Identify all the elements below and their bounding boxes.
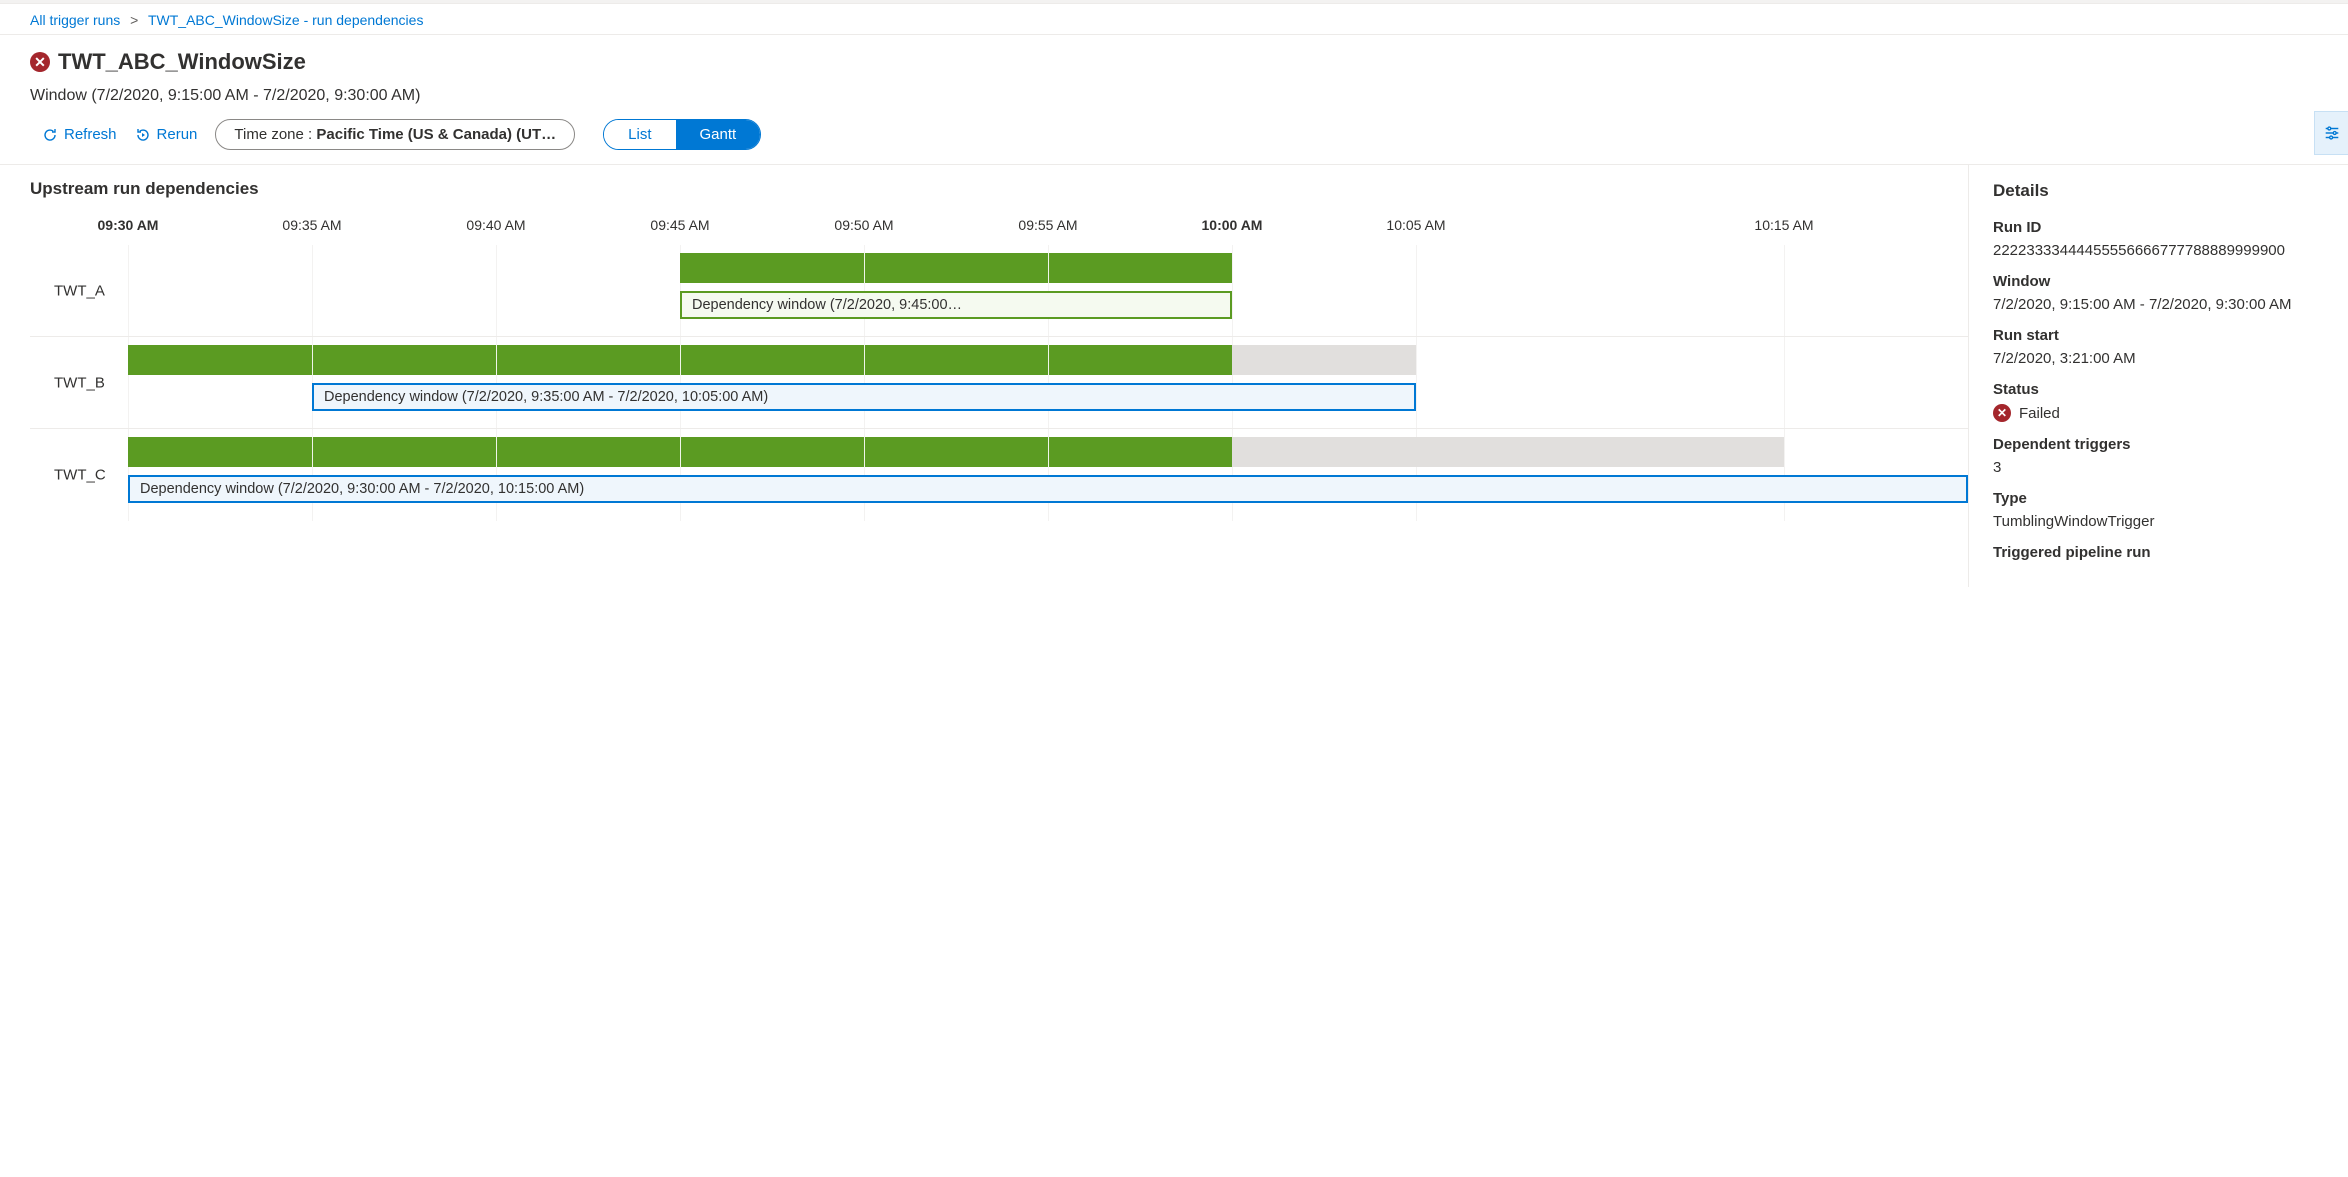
breadcrumb: All trigger runs > TWT_ABC_WindowSize - …: [0, 4, 2348, 35]
time-tick: 09:35 AM: [282, 217, 341, 233]
dependency-window[interactable]: Dependency window (7/2/2020, 9:30:00 AM …: [128, 475, 1968, 503]
details-value-status: Failed: [2019, 405, 2060, 422]
details-value-window: 7/2/2020, 9:15:00 AM - 7/2/2020, 9:30:00…: [1993, 296, 2328, 313]
details-value-runid: 22223333444455556666777788889999900: [1993, 242, 2328, 259]
details-label-triggeredpipeline: Triggered pipeline run: [1993, 544, 2328, 561]
details-panel: Details Run ID 2222333344445555666677778…: [1968, 165, 2348, 587]
dependency-window[interactable]: Dependency window (7/2/2020, 9:35:00 AM …: [312, 383, 1416, 411]
time-tick: 10:00 AM: [1202, 217, 1263, 233]
details-label-type: Type: [1993, 490, 2328, 507]
rerun-icon: [135, 127, 151, 143]
breadcrumb-root[interactable]: All trigger runs: [30, 12, 120, 28]
breadcrumb-current: TWT_ABC_WindowSize - run dependencies: [148, 12, 423, 28]
settings-panel-toggle[interactable]: [2314, 111, 2348, 155]
gantt-run-bar[interactable]: [128, 345, 1232, 375]
refresh-icon: [42, 127, 58, 143]
window-subtitle: Window (7/2/2020, 9:15:00 AM - 7/2/2020,…: [30, 87, 2318, 105]
details-heading: Details: [1993, 181, 2328, 201]
gantt-run-bar[interactable]: [680, 253, 1232, 283]
gantt-time-axis: 09:30 AM09:35 AM09:40 AM09:45 AM09:50 AM…: [128, 217, 1968, 245]
gantt-run-bar[interactable]: [128, 437, 1232, 467]
status-failed-icon: ✕: [1993, 404, 2011, 422]
time-tick: 09:45 AM: [650, 217, 709, 233]
timezone-label: Time zone :: [234, 126, 312, 143]
details-value-runstart: 7/2/2020, 3:21:00 AM: [1993, 350, 2328, 367]
time-tick: 09:30 AM: [98, 217, 159, 233]
gantt-row: TWT_A Dependency window (7/2/2020, 9:45:0…: [30, 245, 1968, 337]
page-title: TWT_ABC_WindowSize: [58, 49, 306, 75]
timezone-selector[interactable]: Time zone : Pacific Time (US & Canada) (…: [215, 119, 575, 150]
status-failed-icon: ✕: [30, 52, 50, 72]
details-label-runstart: Run start: [1993, 327, 2328, 344]
timezone-value: Pacific Time (US & Canada) (UT…: [316, 126, 556, 143]
details-value-deptriggers: 3: [1993, 459, 2328, 476]
refresh-button[interactable]: Refresh: [42, 126, 117, 143]
gantt-row: TWT_C Dependency window (7/2/2020, 9:30:0…: [30, 429, 1968, 521]
details-value-type: TumblingWindowTrigger: [1993, 513, 2328, 530]
time-tick: 10:15 AM: [1754, 217, 1813, 233]
sliders-icon: [2323, 124, 2341, 142]
gantt-row: TWT_B Dependency window (7/2/2020, 9:35:0…: [30, 337, 1968, 429]
gantt-row-label: TWT_B: [54, 374, 105, 391]
dependency-window[interactable]: Dependency window (7/2/2020, 9:45:00…: [680, 291, 1232, 319]
gantt-section-title: Upstream run dependencies: [30, 179, 1968, 199]
rerun-label: Rerun: [157, 126, 198, 143]
view-toggle-gantt[interactable]: Gantt: [676, 120, 761, 149]
details-label-runid: Run ID: [1993, 219, 2328, 236]
view-toggle: List Gantt: [603, 119, 761, 150]
time-tick: 10:05 AM: [1386, 217, 1445, 233]
gantt-body: TWT_A Dependency window (7/2/2020, 9:45:0…: [30, 245, 1968, 521]
gantt-row-label: TWT_C: [54, 467, 106, 484]
time-tick: 09:40 AM: [466, 217, 525, 233]
view-toggle-list[interactable]: List: [604, 120, 675, 149]
refresh-label: Refresh: [64, 126, 117, 143]
rerun-button[interactable]: Rerun: [135, 126, 198, 143]
breadcrumb-separator: >: [130, 12, 138, 28]
time-tick: 09:55 AM: [1018, 217, 1077, 233]
time-tick: 09:50 AM: [834, 217, 893, 233]
details-label-window: Window: [1993, 273, 2328, 290]
gantt-pending-bar: [1232, 437, 1784, 467]
details-label-status: Status: [1993, 381, 2328, 398]
gantt-pending-bar: [1232, 345, 1416, 375]
gantt-row-label: TWT_A: [54, 282, 105, 299]
details-label-deptriggers: Dependent triggers: [1993, 436, 2328, 453]
